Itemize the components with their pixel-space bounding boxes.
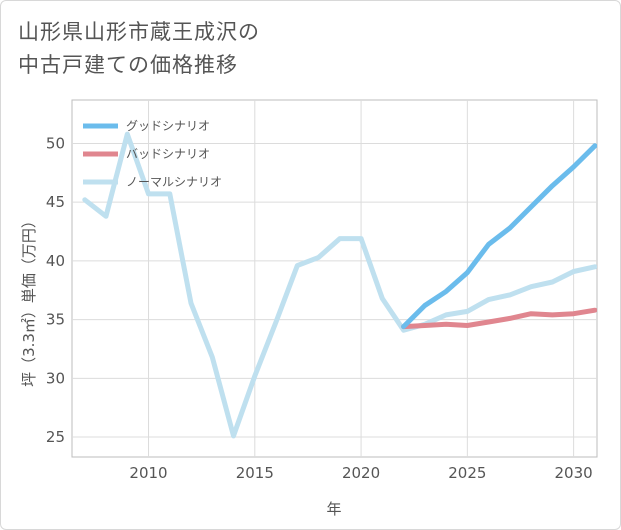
series-line-2 — [82, 131, 597, 439]
y-tick-label: 30 — [46, 369, 65, 387]
legend-label-2: ノーマルシナリオ — [126, 175, 222, 189]
y-tick-label: 25 — [46, 428, 65, 446]
chart-title-line-2: 中古戸建ての価格推移 — [18, 53, 238, 77]
y-tick-label: 40 — [46, 252, 65, 270]
gridlines — [72, 100, 597, 457]
x-tick-label: 2030 — [555, 464, 593, 482]
x-tick-label: 2010 — [129, 464, 167, 482]
y-tick-label: 35 — [46, 311, 65, 329]
y-tick-label: 45 — [46, 193, 65, 211]
x-axis-ticks: 2010 2015 2020 2025 2030 — [129, 464, 592, 482]
y-axis-label: 坪（3.3㎡）単価（万円） — [20, 213, 38, 387]
y-axis-ticks: 25 30 35 40 45 50 — [46, 134, 65, 446]
legend-label-0: グッドシナリオ — [126, 119, 210, 133]
series-lines — [82, 131, 597, 439]
x-tick-label: 2015 — [236, 464, 274, 482]
series-line-0 — [401, 143, 597, 330]
plot-area — [71, 99, 598, 458]
chart-title: 山形県山形市蔵王成沢の 中古戸建ての価格推移 — [18, 16, 260, 82]
x-axis-label: 年 — [326, 500, 341, 518]
x-tick-label: 2025 — [448, 464, 486, 482]
x-tick-label: 2020 — [342, 464, 380, 482]
y-tick-label: 50 — [46, 134, 65, 152]
chart-title-line-1: 山形県山形市蔵王成沢の — [18, 20, 260, 44]
legend-label-1: バッドシナリオ — [126, 147, 210, 161]
series-line-1 — [401, 307, 597, 330]
